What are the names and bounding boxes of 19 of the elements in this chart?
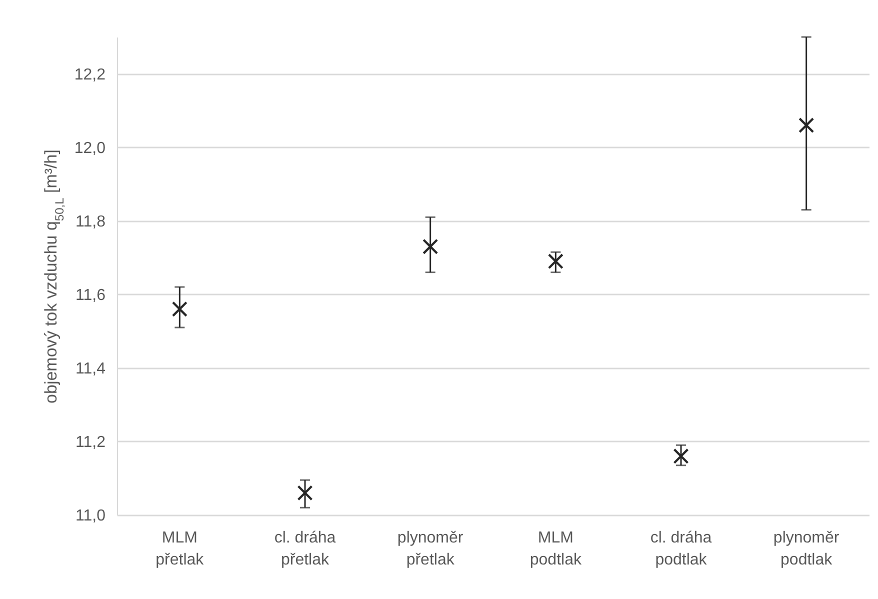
y-tick-label: 11,6 [76,286,106,304]
point [422,238,438,254]
point [798,117,814,134]
y-tick-label: 12,0 [74,140,106,157]
x-tick-label: cl. dráha podtlak [650,530,712,568]
point [172,301,188,317]
x-tick-label: cl. dráha přetlak [274,530,336,568]
y-tick-label: 11,2 [76,434,106,451]
y-tick-label: 11,4 [76,360,106,378]
point [673,448,689,464]
x-tick-label: MLM přetlak [156,530,205,568]
y-tick-label: 11,8 [76,213,106,230]
x-tick-label: MLM podtlak [530,530,582,568]
x-tick-label: plynoměr přetlak [397,530,464,568]
y-tick-label: 11,0 [76,508,106,524]
y-tick-label: 12,2 [74,66,106,84]
point [297,485,313,501]
point [548,253,564,270]
x-tick-label: plynoměr podtlak [773,530,840,568]
